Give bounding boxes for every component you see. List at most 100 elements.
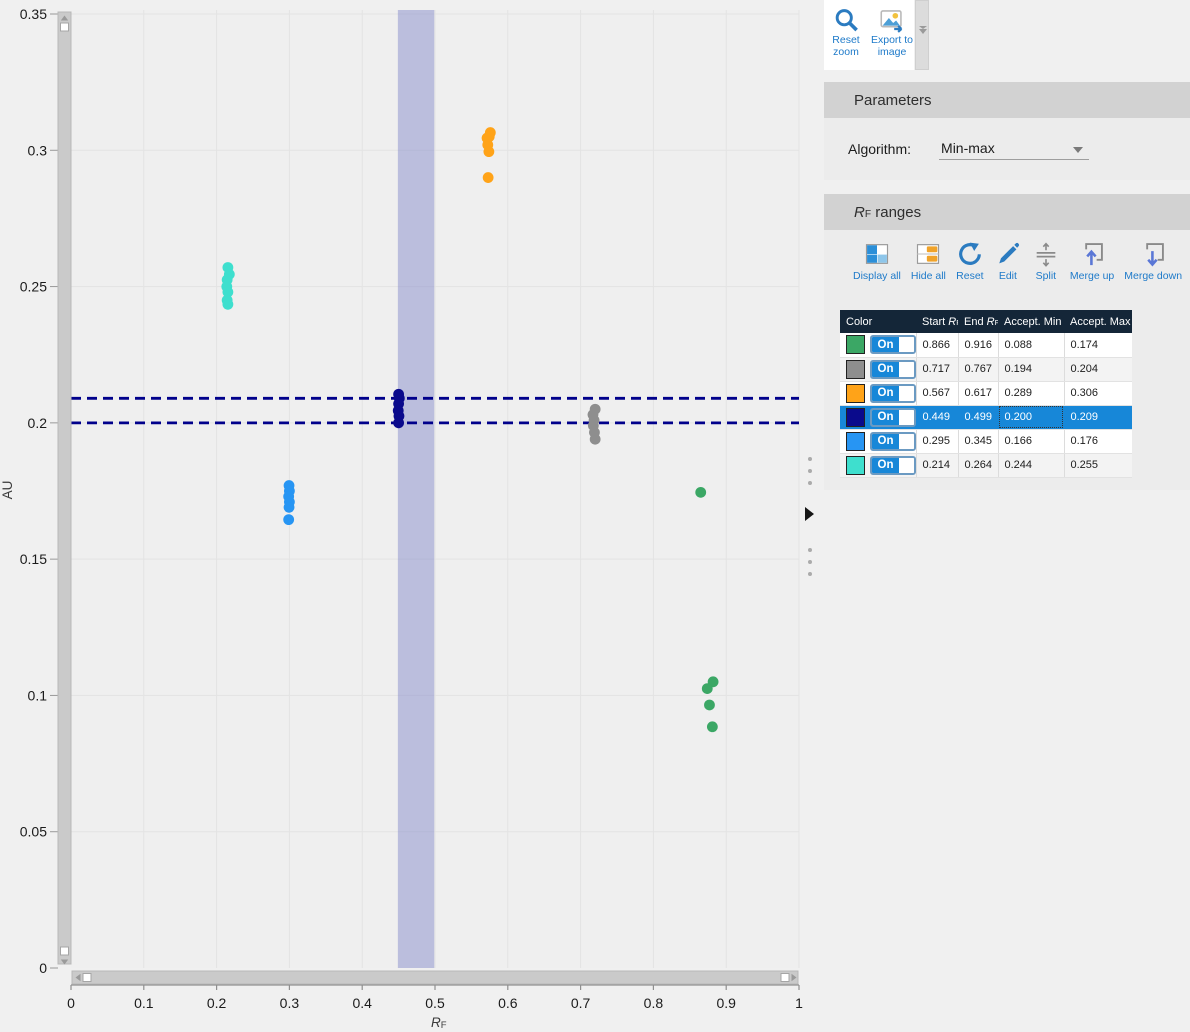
merge-down-button[interactable]: Merge down bbox=[1119, 238, 1187, 282]
slider-down-arrow-icon[interactable] bbox=[60, 959, 69, 965]
range-row[interactable]: On 0.567 0.617 0.289 0.306 bbox=[840, 381, 1132, 406]
column-header: Accept. Min bbox=[998, 310, 1064, 333]
y-tick-label: 0.3 bbox=[28, 142, 48, 158]
accept-min-cell[interactable]: 0.200 bbox=[997, 405, 1064, 430]
color-cell: On bbox=[840, 453, 916, 478]
splitter-collapse-arrow[interactable] bbox=[805, 507, 814, 521]
hide-all-button[interactable]: Hide all bbox=[906, 238, 951, 282]
accept-min-cell[interactable]: 0.088 bbox=[997, 333, 1064, 358]
visibility-toggle[interactable]: On bbox=[870, 335, 916, 355]
y-tick-label: 0.2 bbox=[28, 415, 48, 431]
color-swatch bbox=[846, 359, 865, 379]
accept-min-cell[interactable]: 0.194 bbox=[997, 357, 1064, 382]
reset-zoom-button[interactable]: Reset zoom bbox=[824, 6, 868, 58]
scatter-point[interactable] bbox=[222, 286, 234, 298]
slider-thumb[interactable] bbox=[60, 946, 69, 956]
scatter-point[interactable] bbox=[706, 721, 718, 733]
y-tick-label: 0.1 bbox=[28, 687, 48, 703]
export-to-image-button[interactable]: Export to image bbox=[870, 6, 914, 58]
color-swatch bbox=[846, 431, 865, 451]
end-rf-cell[interactable]: 0.499 bbox=[957, 405, 998, 430]
accept-max-cell[interactable]: 0.209 bbox=[1063, 405, 1132, 430]
splitter-grip-top[interactable] bbox=[808, 457, 812, 485]
parameters-header: Parameters bbox=[824, 82, 1190, 118]
accept-min-cell[interactable]: 0.166 bbox=[997, 429, 1064, 454]
scatter-point[interactable] bbox=[283, 501, 295, 513]
color-swatch bbox=[846, 335, 865, 355]
range-row[interactable]: On 0.295 0.345 0.166 0.176 bbox=[840, 429, 1132, 454]
splitter-grip-bottom[interactable] bbox=[808, 548, 812, 576]
visibility-toggle[interactable]: On bbox=[870, 431, 916, 451]
x-axis: 0 0.1 0.2 0.3 0.4 0.5 0.6 0.7 0.8 0.9 1 bbox=[67, 984, 803, 1011]
horizontal-zoom-slider[interactable] bbox=[71, 970, 799, 985]
scatter-point[interactable] bbox=[222, 298, 234, 310]
accept-max-cell[interactable]: 0.204 bbox=[1063, 357, 1132, 382]
color-swatch bbox=[846, 455, 865, 475]
y-tick-label: 0.15 bbox=[20, 551, 47, 567]
chevron-down-icon bbox=[1073, 147, 1084, 153]
start-rf-cell[interactable]: 0.866 bbox=[915, 333, 958, 358]
start-rf-cell[interactable]: 0.295 bbox=[915, 429, 958, 454]
start-rf-cell[interactable]: 0.717 bbox=[915, 357, 958, 382]
slider-thumb[interactable] bbox=[780, 973, 790, 982]
end-rf-cell[interactable]: 0.916 bbox=[957, 333, 998, 358]
rf-ranges-header: RF ranges bbox=[824, 194, 1190, 230]
column-header: Accept. Max bbox=[1064, 310, 1132, 333]
reset-button[interactable]: Reset bbox=[951, 238, 989, 282]
start-rf-cell[interactable]: 0.567 bbox=[915, 381, 958, 406]
end-rf-cell[interactable]: 0.767 bbox=[957, 357, 998, 382]
merge-up-button[interactable]: Merge up bbox=[1065, 238, 1119, 282]
selected-range-band[interactable] bbox=[397, 10, 435, 968]
color-swatch bbox=[846, 407, 865, 427]
scatter-point[interactable] bbox=[695, 486, 707, 498]
visibility-toggle[interactable]: On bbox=[870, 359, 916, 379]
slider-left-arrow-icon[interactable] bbox=[75, 973, 81, 982]
series-blue-range bbox=[283, 480, 295, 526]
vertical-zoom-slider[interactable] bbox=[57, 11, 72, 965]
series-green-range bbox=[695, 486, 719, 733]
start-rf-cell[interactable]: 0.449 bbox=[915, 405, 958, 430]
color-cell: On bbox=[840, 429, 916, 454]
accept-max-cell[interactable]: 0.255 bbox=[1063, 453, 1132, 478]
slider-up-arrow-icon[interactable] bbox=[60, 15, 69, 21]
scatter-point[interactable] bbox=[393, 417, 404, 429]
accept-min-cell[interactable]: 0.289 bbox=[997, 381, 1064, 406]
edit-button[interactable]: Edit bbox=[989, 238, 1027, 282]
accept-max-cell[interactable]: 0.306 bbox=[1063, 381, 1132, 406]
y-tick-label: 0.05 bbox=[20, 824, 47, 840]
slider-thumb[interactable] bbox=[82, 973, 92, 982]
scatter-point[interactable] bbox=[483, 146, 495, 158]
visibility-toggle[interactable]: On bbox=[870, 455, 916, 475]
slider-right-arrow-icon[interactable] bbox=[791, 973, 797, 982]
scatter-point[interactable] bbox=[283, 514, 295, 526]
end-rf-cell[interactable]: 0.617 bbox=[957, 381, 998, 406]
scrollbar[interactable] bbox=[915, 0, 929, 70]
range-row[interactable]: On 0.449 0.499 0.200 0.209 bbox=[840, 405, 1132, 430]
accept-max-cell[interactable]: 0.174 bbox=[1063, 333, 1132, 358]
split-button[interactable]: Split bbox=[1027, 238, 1065, 282]
hide-all-icon bbox=[914, 238, 942, 270]
visibility-toggle[interactable]: On bbox=[870, 407, 916, 427]
slider-thumb[interactable] bbox=[60, 22, 69, 32]
x-tick-label: 0.5 bbox=[425, 995, 445, 1011]
x-tick-label: 0.9 bbox=[716, 995, 736, 1011]
color-cell: On bbox=[840, 357, 916, 382]
scatter-point[interactable] bbox=[589, 433, 601, 445]
display-all-button[interactable]: Display all bbox=[848, 238, 906, 282]
scatter-chart[interactable]: 00.050.10.150.20.250.30.350 0.1 0.2 0.3 0.4 0… bbox=[0, 0, 820, 1032]
range-row[interactable]: On 0.717 0.767 0.194 0.204 bbox=[840, 357, 1132, 382]
scatter-point[interactable] bbox=[482, 172, 494, 183]
magnifier-icon bbox=[833, 6, 860, 34]
visibility-toggle[interactable]: On bbox=[870, 383, 916, 403]
range-row[interactable]: On 0.866 0.916 0.088 0.174 bbox=[840, 333, 1132, 358]
accept-min-cell[interactable]: 0.244 bbox=[997, 453, 1064, 478]
accept-max-cell[interactable]: 0.176 bbox=[1063, 429, 1132, 454]
end-rf-cell[interactable]: 0.345 bbox=[957, 429, 998, 454]
scatter-point[interactable] bbox=[701, 683, 713, 695]
split-icon bbox=[1032, 238, 1060, 270]
scatter-point[interactable] bbox=[704, 699, 715, 711]
start-rf-cell[interactable]: 0.214 bbox=[915, 453, 958, 478]
algorithm-dropdown[interactable]: Min-max bbox=[939, 138, 1090, 160]
end-rf-cell[interactable]: 0.264 bbox=[957, 453, 998, 478]
range-row[interactable]: On 0.214 0.264 0.244 0.255 bbox=[840, 453, 1132, 478]
